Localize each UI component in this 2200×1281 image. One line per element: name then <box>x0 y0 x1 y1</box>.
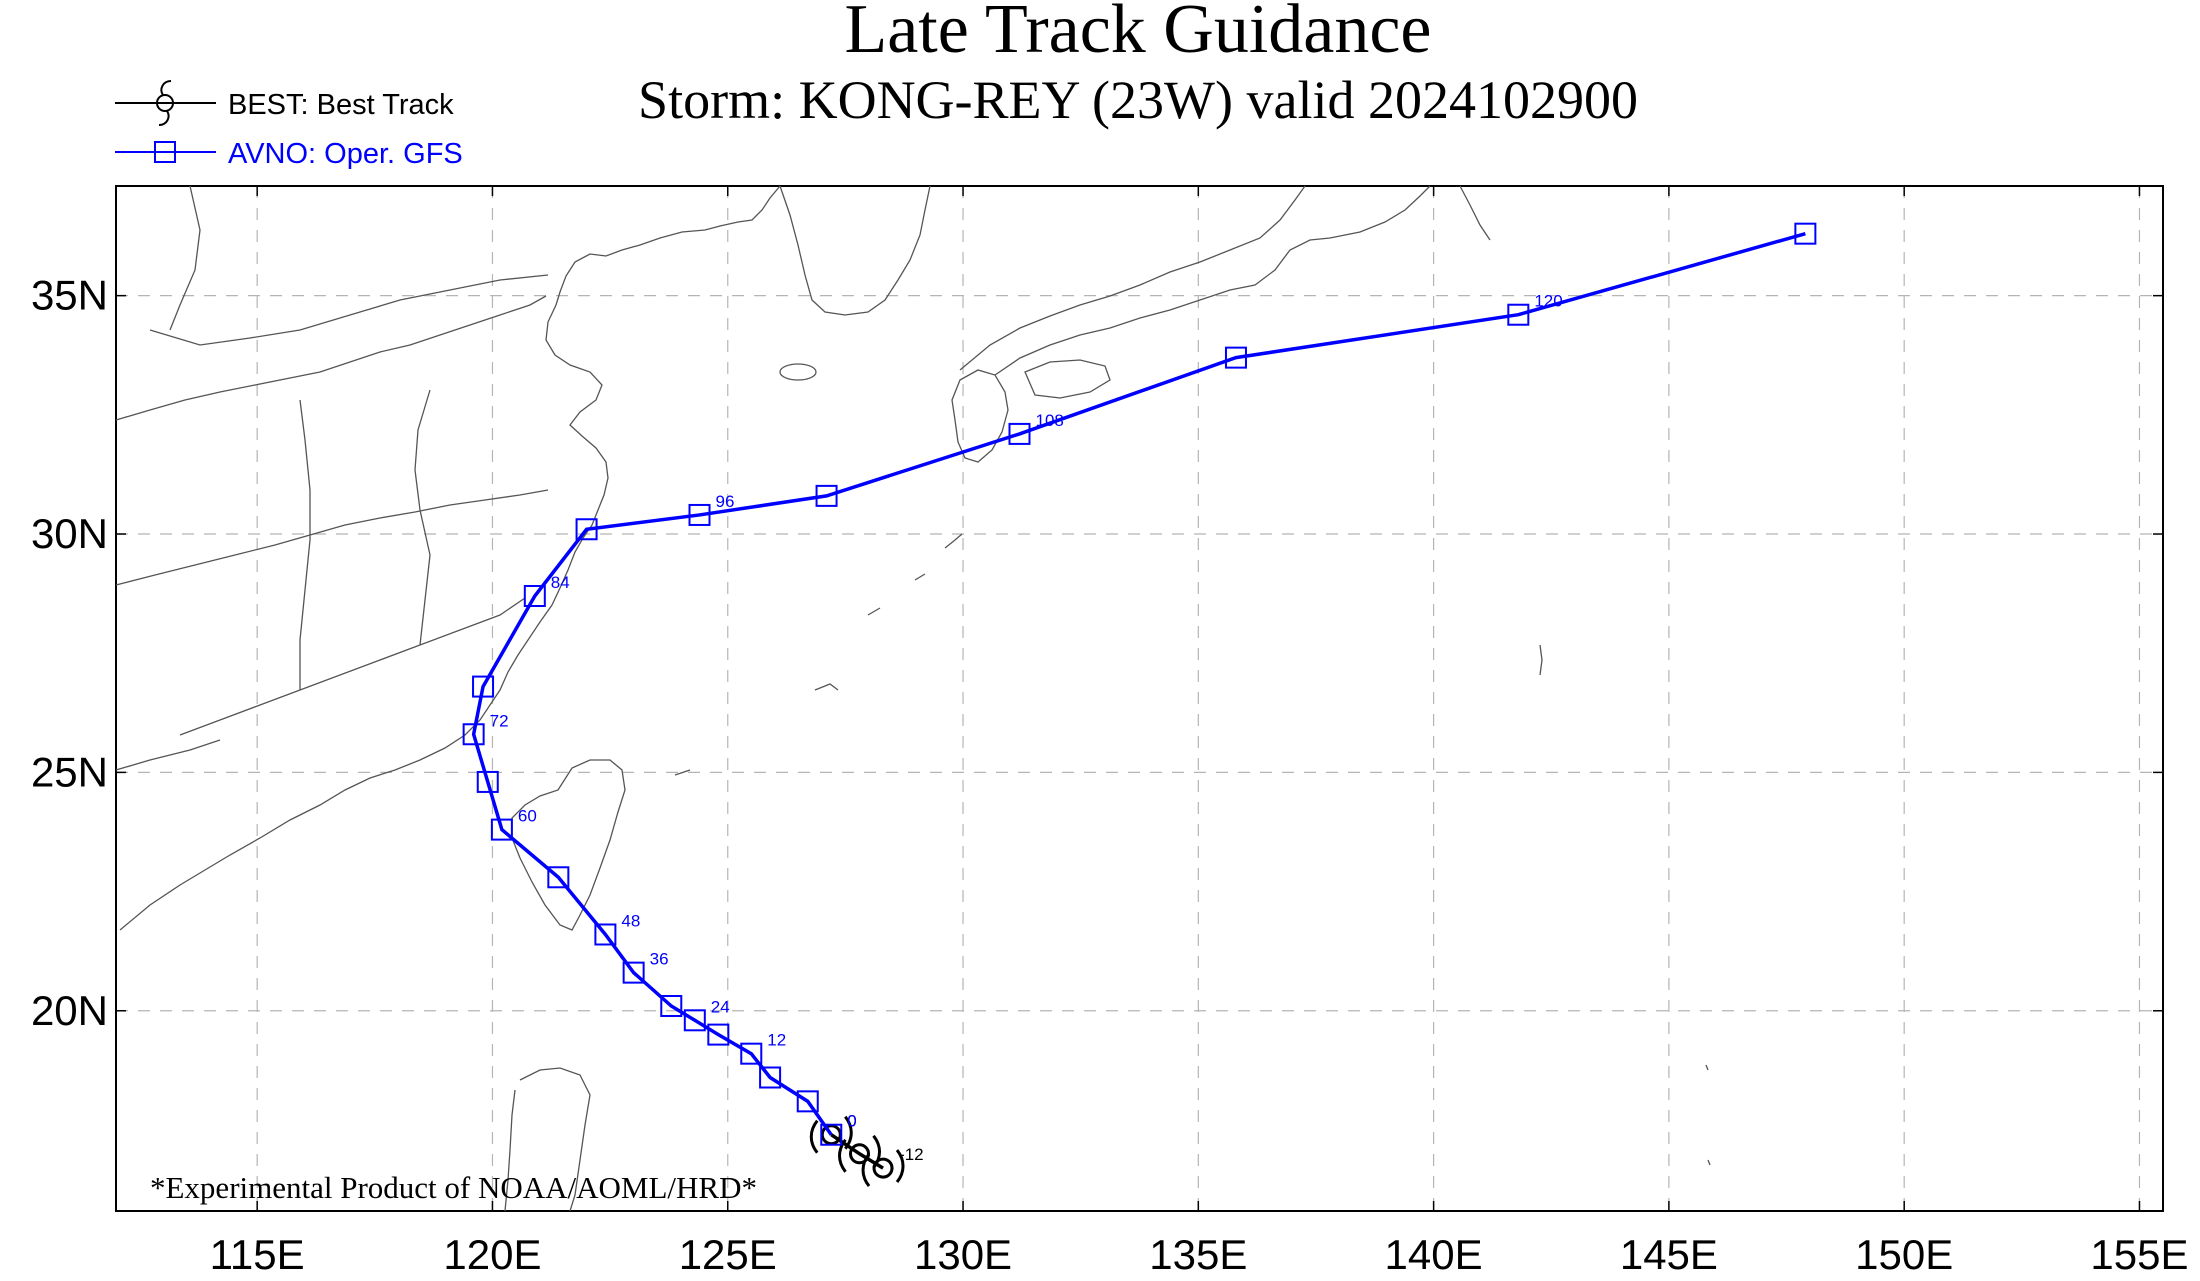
legend-label-best-track: BEST: Best Track <box>228 89 454 121</box>
korea-coastline <box>779 185 931 316</box>
legend-entry-avno: AVNO: Oper. GFS <box>115 138 463 170</box>
ryukyu-island-3 <box>867 607 881 616</box>
province-boundary-4 <box>179 597 526 736</box>
gridlines <box>116 186 2163 1211</box>
jeju-island <box>779 363 817 381</box>
gfs-track-point <box>707 1023 730 1046</box>
honshu-east-coast <box>1459 185 1491 241</box>
province-boundary-7 <box>169 185 201 331</box>
gfs-track-point <box>462 723 485 746</box>
x-tick-label: 140E <box>1385 1231 1483 1278</box>
track-hour-label: 12 <box>767 1031 786 1050</box>
gfs-track-point <box>594 923 617 946</box>
track-hour-label: 120 <box>1534 292 1562 311</box>
gfs-track-line <box>471 231 1806 1136</box>
y-tick-label: 20N <box>31 987 108 1034</box>
track-hour-label: 48 <box>621 911 640 930</box>
coastlines <box>115 185 1711 1212</box>
chart-subtitle: Storm: KONG-REY (23W) valid 2024102900 <box>638 70 1638 130</box>
product-credit: *Experimental Product of NOAA/AOML/HRD* <box>150 1170 757 1205</box>
x-tick-label: 125E <box>679 1231 777 1278</box>
ryukyu-island-2 <box>914 573 926 581</box>
chart-title: Late Track Guidance <box>844 0 1431 68</box>
province-boundary-8 <box>115 739 221 771</box>
x-tick-label: 115E <box>210 1231 305 1278</box>
track-hour-label: 108 <box>1036 411 1064 430</box>
x-tick-label: 145E <box>1620 1231 1718 1278</box>
gfs-track-point <box>688 503 711 526</box>
gfs-track-point <box>490 818 513 841</box>
honshu-coastline-north <box>959 185 1306 371</box>
island-dot-2 <box>1707 1159 1711 1166</box>
ryukyu-island-4 <box>814 683 839 691</box>
gfs-track-point <box>523 585 546 607</box>
legend-label-avno: AVNO: Oper. GFS <box>228 138 463 170</box>
track-hour-label: 84 <box>551 573 570 592</box>
x-tick-label: 120E <box>443 1231 541 1278</box>
best-track-point <box>861 1149 905 1188</box>
cyclone-symbol-icon <box>156 80 174 126</box>
track-hour-label: 36 <box>650 950 669 969</box>
axis-tick-labels: 115E 120E 125E 130E 135E 140E 145E 150E 155E 20N 2… <box>31 186 2189 1278</box>
gfs-track-point <box>796 1090 819 1113</box>
province-boundary-6 <box>414 389 431 646</box>
gfs-track-point <box>622 961 645 984</box>
island-dot-1 <box>1705 1064 1709 1071</box>
province-boundary-2 <box>115 489 549 586</box>
y-tick-label: 35N <box>31 272 108 319</box>
track-hour-label: -12 <box>899 1145 924 1164</box>
x-tick-label: 150E <box>1855 1231 1953 1278</box>
china-coastline <box>119 185 781 931</box>
gfs-track-point <box>683 1009 706 1032</box>
track-hour-label: 60 <box>518 807 537 826</box>
map-area <box>115 185 2164 1212</box>
track-hour-label: 72 <box>490 711 509 730</box>
track-hour-label: 0 <box>847 1112 856 1131</box>
legend-entry-best-track: BEST: Best Track <box>115 80 454 126</box>
province-boundary-1 <box>115 295 547 421</box>
x-tick-label: 135E <box>1149 1231 1247 1278</box>
gfs-track-point <box>472 675 495 698</box>
bonin-island-1 <box>1539 644 1543 676</box>
y-tick-label: 25N <box>31 748 108 795</box>
gfs-track-point <box>1794 222 1817 245</box>
x-tick-label: 130E <box>914 1231 1012 1278</box>
shikoku-coastline <box>1024 359 1111 399</box>
track-hour-label: 96 <box>716 492 735 511</box>
province-boundary-3 <box>149 274 549 346</box>
track-hour-label: 0 <box>847 1112 856 1131</box>
ryukyu-island-1 <box>944 533 963 549</box>
gfs-track-point <box>575 518 598 541</box>
gfs-track-point <box>820 1123 843 1146</box>
honshu-coastline-south <box>994 185 1431 376</box>
gfs-track-point <box>1507 303 1530 326</box>
luzon-coastline <box>504 1067 591 1212</box>
track-hour-label: 24 <box>711 997 730 1016</box>
ryukyu-island-5 <box>674 769 691 776</box>
square-marker-icon <box>154 141 176 163</box>
gfs-track-point <box>547 866 570 889</box>
gfs-track-point <box>759 1066 782 1089</box>
gfs-track-point <box>740 1042 763 1065</box>
legend: BEST: Best Track AVNO: Oper. GFS <box>115 80 463 170</box>
x-tick-label: 155E <box>2090 1231 2188 1278</box>
gfs-track-point <box>1224 346 1247 369</box>
y-tick-label: 30N <box>31 510 108 557</box>
province-boundary-5 <box>299 399 311 690</box>
gfs-track-point <box>476 770 499 793</box>
gfs-track-point <box>660 995 683 1017</box>
gfs-track-point <box>815 484 838 507</box>
gfs-track-point <box>1008 422 1031 445</box>
